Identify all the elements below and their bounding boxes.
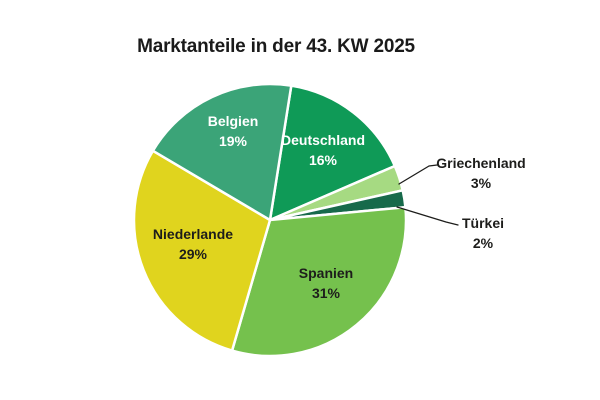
pie-slices-group xyxy=(132,82,408,358)
pie-slice-deutschland xyxy=(268,84,397,222)
leader-line-tuerkei xyxy=(396,206,459,226)
chart-title: Marktanteile in der 43. KW 2025 xyxy=(137,36,415,57)
leader-line-griechenland xyxy=(398,164,438,185)
pie-slice-spanien xyxy=(230,205,408,358)
pie-slice-belgien xyxy=(151,82,293,222)
